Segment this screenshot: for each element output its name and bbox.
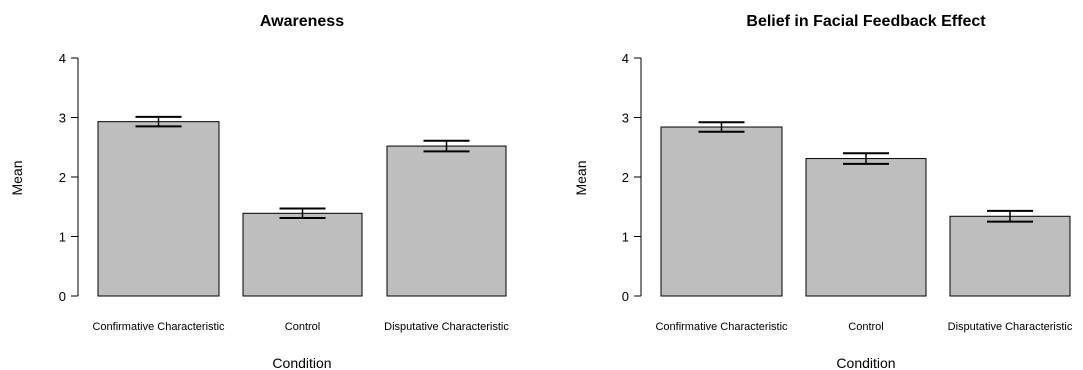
- bar: [242, 212, 363, 297]
- bar: [386, 145, 507, 297]
- x-axis-label: Condition: [836, 355, 895, 370]
- y-axis-label: Mean: [9, 160, 25, 195]
- y-tick-label: 4: [622, 51, 629, 66]
- y-tick-label: 2: [622, 170, 629, 185]
- chart-title: Awareness: [260, 13, 344, 30]
- y-tick-label: 3: [59, 111, 66, 126]
- bar: [949, 215, 1071, 297]
- category-label: Confirmative Characteristic: [655, 321, 788, 333]
- y-tick-label: 0: [59, 289, 66, 304]
- x-axis-label: Condition: [272, 355, 331, 370]
- y-axis-label: Mean: [573, 160, 589, 195]
- bar: [805, 158, 927, 297]
- category-label: Disputative Characteristic: [384, 321, 509, 333]
- y-tick-label: 1: [59, 230, 66, 245]
- bar: [97, 121, 220, 297]
- category-label: Control: [848, 321, 883, 333]
- chart-panel-belief: Belief in Facial Feedback Effect Conditi…: [573, 13, 1073, 370]
- y-tick-label: 4: [59, 51, 66, 66]
- y-tick-label: 0: [622, 289, 629, 304]
- category-label: Confirmative Characteristic: [92, 321, 225, 333]
- chart-panel-awareness: Awareness Condition Mean 0 1 2 3 4 Confirmati…: [9, 13, 509, 370]
- category-label: Control: [285, 321, 320, 333]
- y-tick-label: 2: [59, 170, 66, 185]
- y-tick-label: 1: [622, 230, 629, 245]
- category-label: Disputative Characteristic: [948, 321, 1073, 333]
- chart-title: Belief in Facial Feedback Effect: [746, 13, 986, 30]
- bar: [660, 126, 783, 297]
- y-tick-label: 3: [622, 111, 629, 126]
